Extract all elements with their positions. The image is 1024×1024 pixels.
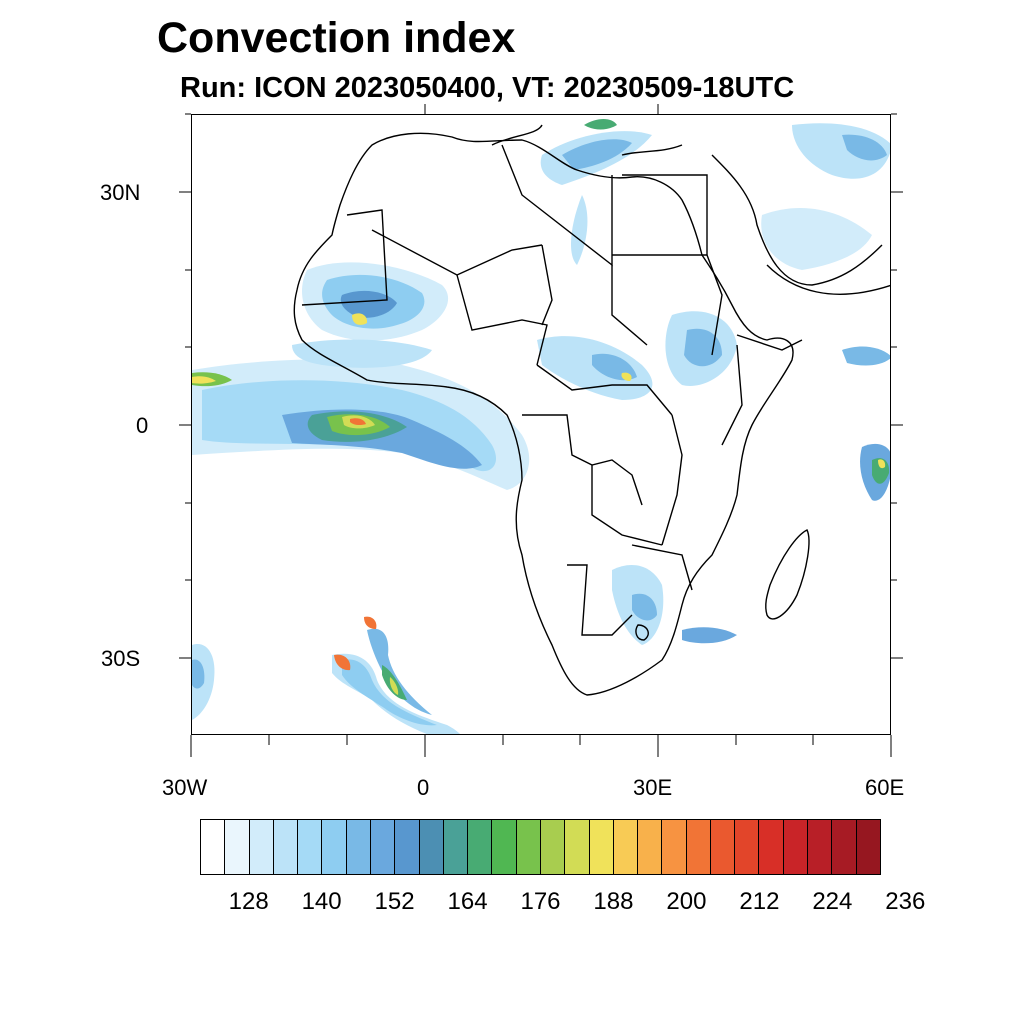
lon-label-0: 0 [417, 775, 430, 800]
lon-label-30w: 30W [162, 775, 208, 800]
map-subtitle: Run: ICON 2023050400, VT: 20230509-18UTC [180, 72, 795, 104]
colorbar-label: 224 [812, 888, 853, 915]
colorbar-cell [395, 820, 420, 874]
colorbar-cell [783, 820, 809, 874]
colorbar-label: 212 [739, 888, 780, 915]
colorbar-cell [370, 820, 396, 874]
colorbar-cell [201, 820, 226, 874]
colorbar-cell [249, 820, 274, 874]
lon-label-60e: 60E [865, 775, 905, 800]
colorbar-cell [613, 820, 639, 874]
colorbar-label: 200 [666, 888, 707, 915]
colorbar [200, 819, 881, 875]
lat-label-0: 0 [136, 413, 149, 438]
map-title: Convection index [157, 14, 516, 62]
colorbar-cell [638, 820, 663, 874]
convection-field [192, 119, 890, 734]
colorbar-label: 128 [228, 888, 269, 915]
colorbar-label: 236 [885, 888, 926, 915]
colorbar-cell [735, 820, 760, 874]
colorbar-label: 164 [447, 888, 488, 915]
colorbar-cell [298, 820, 323, 874]
colorbar-cell [468, 820, 493, 874]
colorbar-cell [516, 820, 541, 874]
colorbar-cell [759, 820, 784, 874]
lon-label-30e: 30E [633, 775, 673, 800]
colorbar-cell [808, 820, 833, 874]
colorbar-cell [856, 820, 880, 874]
colorbar-cell [540, 820, 566, 874]
colorbar-cell [419, 820, 444, 874]
colorbar-cell [686, 820, 711, 874]
colorbar-cell [443, 820, 469, 874]
colorbar-cell [565, 820, 590, 874]
coastlines-and-borders [293, 124, 890, 696]
colorbar-cell [710, 820, 736, 874]
lat-label-30n: 30N [100, 180, 141, 205]
colorbar-cell [273, 820, 299, 874]
colorbar-cell [832, 820, 857, 874]
colorbar-cell [589, 820, 614, 874]
colorbar-cell [492, 820, 517, 874]
colorbar-label: 188 [593, 888, 634, 915]
colorbar-cell [322, 820, 347, 874]
colorbar-cell [662, 820, 687, 874]
colorbar-label: 140 [301, 888, 342, 915]
map-frame [191, 114, 891, 735]
colorbar-label: 152 [374, 888, 415, 915]
lat-label-30s: 30S [101, 646, 141, 671]
colorbar-cell [346, 820, 371, 874]
colorbar-label: 176 [520, 888, 561, 915]
colorbar-cell [225, 820, 250, 874]
map-canvas [192, 119, 890, 734]
